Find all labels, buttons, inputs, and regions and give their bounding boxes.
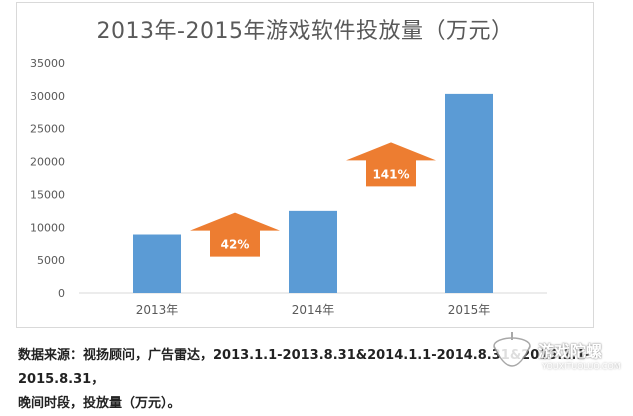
x-tick-label: 2013年 [136, 303, 179, 317]
y-tick-label: 5000 [37, 254, 65, 267]
bar [289, 210, 337, 293]
growth-label: 42% [221, 238, 250, 252]
growth-label: 141% [372, 167, 409, 181]
bar-chart: 0 5000 10000 15000 20000 25000 30000 35000 2013年… [30, 57, 547, 317]
source-line-1: 数据来源：视扬顾问，广告雷达，2013.1.1-2013.8.31&2014.1… [18, 348, 591, 387]
y-tick-label: 30000 [30, 90, 65, 103]
watermark: 游戏陀螺 YOUXITUOLUO.COM [486, 328, 631, 386]
chart-title: 2013年-2015年游戏软件投放量（万元） [96, 19, 514, 44]
watermark-brand: 游戏陀螺 [538, 342, 603, 361]
bar [445, 93, 493, 293]
spinning-top-icon [493, 332, 531, 367]
y-tick-label: 25000 [30, 123, 65, 136]
y-tick-label: 15000 [30, 188, 65, 201]
y-tick-label: 10000 [30, 221, 65, 234]
watermark-url: YOUXITUOLUO.COM [542, 362, 621, 371]
y-tick-label: 20000 [30, 156, 65, 169]
growth-arrow [346, 142, 436, 187]
growth-arrow [190, 212, 280, 257]
x-tick-label: 2015年 [448, 303, 491, 317]
x-tick-label: 2014年 [292, 303, 335, 317]
y-tick-label: 0 [58, 287, 65, 300]
bar [133, 234, 181, 293]
source-line-2: 晚间时段，投放量（万元）。 [18, 396, 181, 411]
y-tick-label: 35000 [30, 57, 65, 70]
chart-frame: 2013年-2015年游戏软件投放量（万元） 0 5000 10000 15000 20… [16, 2, 594, 328]
